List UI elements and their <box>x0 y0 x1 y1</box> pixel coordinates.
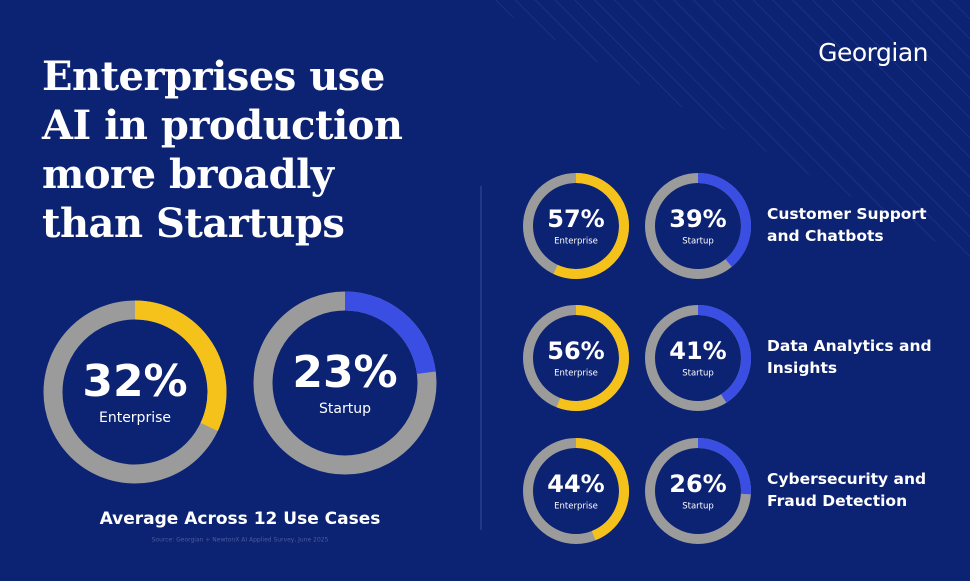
donut-value-label: 56% <box>547 337 604 365</box>
use-case-label: Cybersecurity and Fraud Detection <box>767 470 927 510</box>
donut-value-label: 44% <box>547 470 604 498</box>
donut-series-name: Startup <box>682 369 714 379</box>
donut-arc <box>556 305 629 411</box>
donut-arc <box>575 438 629 541</box>
donut-series-name: Enterprise <box>554 369 598 379</box>
donut-series-name: Enterprise <box>554 502 598 512</box>
donut-series-name: Startup <box>319 401 371 417</box>
source-note: Source: Georgian + NewtonX AI Applied Su… <box>152 537 329 544</box>
donut-arc <box>697 438 751 495</box>
donut-value-label: 57% <box>547 205 604 233</box>
donut-series-name: Enterprise <box>554 237 598 247</box>
decorative-stripes <box>480 0 970 260</box>
donut-series-name: Startup <box>682 237 714 247</box>
page-title: Enterprises use AI in production more br… <box>42 53 403 247</box>
donut-arc <box>697 173 751 267</box>
donut-arc <box>134 300 227 431</box>
donut-value-label: 39% <box>669 205 726 233</box>
donut-series-name: Startup <box>682 502 714 512</box>
brand-logo: Georgian <box>818 38 928 67</box>
use-case-label: Customer Support and Chatbots <box>767 205 927 245</box>
donut-value-label: 32% <box>82 356 187 407</box>
donut-arc <box>344 291 436 375</box>
donut-series-name: Enterprise <box>99 410 171 426</box>
donut-arc <box>553 173 629 279</box>
donut-arc <box>697 305 751 403</box>
chart-caption: Average Across 12 Use Cases <box>100 509 381 529</box>
donut-value-label: 41% <box>669 337 726 365</box>
use-case-label: Data Analytics and Insights <box>767 337 932 377</box>
donut-value-label: 26% <box>669 470 726 498</box>
donut-value-label: 23% <box>292 347 397 398</box>
